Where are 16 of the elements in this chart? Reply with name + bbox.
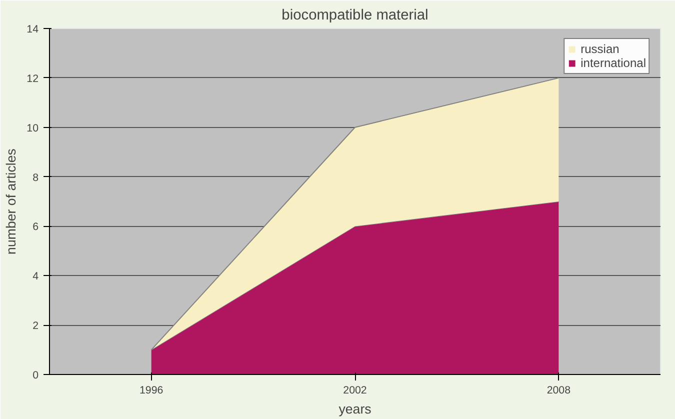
y-tick-label: 4: [32, 270, 39, 283]
y-tick-label: 10: [26, 122, 39, 134]
legend-label: russian: [580, 42, 620, 56]
x-tick-label: 2008: [546, 384, 571, 396]
x-axis-title: years: [338, 402, 372, 416]
y-tick-label: 0: [32, 370, 39, 382]
y-tick-label: 12: [26, 72, 39, 85]
chart-title: biocompatible material: [282, 8, 428, 24]
x-tick-label: 1996: [139, 384, 164, 396]
x-tick-label: 2002: [343, 384, 367, 396]
y-tick-label: 14: [26, 24, 39, 36]
y-tick-label: 8: [32, 172, 39, 184]
y-tick-label: 2: [32, 320, 39, 332]
y-tick-label: 6: [32, 221, 39, 234]
y-axis-title: number of articles: [4, 148, 19, 254]
legend-label: international: [580, 56, 646, 70]
